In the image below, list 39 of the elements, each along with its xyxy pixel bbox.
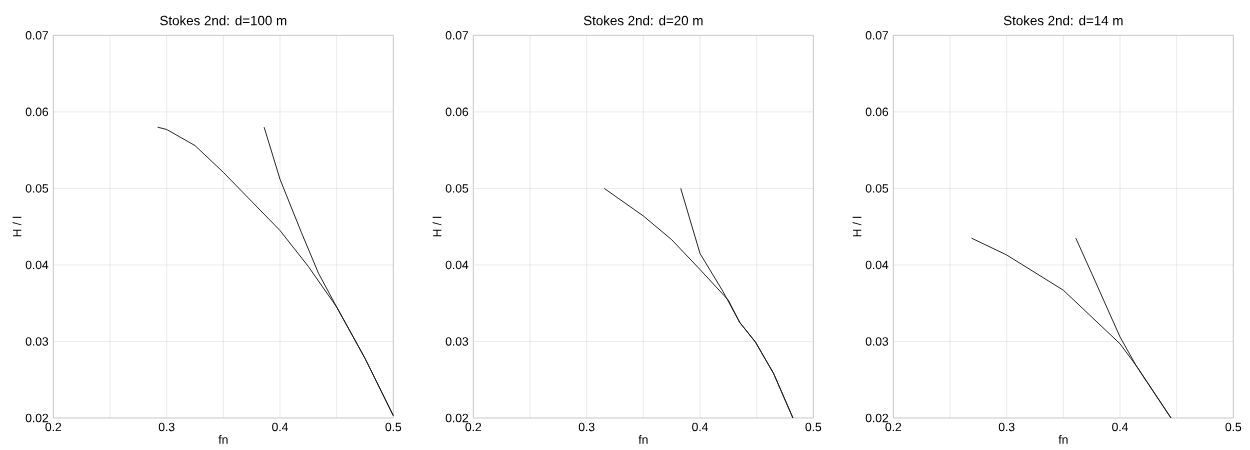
y-tick-label: 0.02 — [445, 413, 469, 423]
x-axis-title: fn — [1058, 435, 1068, 444]
y-tick-label: 0.05 — [25, 184, 49, 193]
x-tick-label: 0.2 — [885, 422, 902, 432]
x-tick-label: 0.3 — [158, 422, 175, 432]
x-tick-label: 0.3 — [998, 422, 1015, 432]
y-tick-label: 0.07 — [445, 31, 469, 40]
y-tick-label: 0.07 — [865, 31, 889, 40]
x-axis-title: fn — [638, 435, 648, 444]
y-tick-label: 0.05 — [865, 184, 889, 193]
chart-title: Stokes 2nd: d=100 m — [160, 15, 287, 26]
x-tick-label: 0.4 — [1112, 422, 1128, 432]
y-tick-label: 0.04 — [25, 260, 49, 270]
y-tick-label: 0.06 — [445, 107, 469, 117]
x-tick-label: 0.3 — [578, 422, 595, 432]
y-tick-label: 0.04 — [445, 260, 469, 270]
x-tick-label: 0.2 — [45, 422, 62, 432]
x-tick-label: 0.5 — [1225, 422, 1242, 432]
x-tick-label: 0.5 — [805, 422, 822, 432]
y-tick-label: 0.05 — [445, 184, 469, 193]
chart-title: Stokes 2nd: d=20 m — [583, 15, 703, 26]
y-tick-label: 0.03 — [865, 337, 889, 346]
y-tick-label: 0.03 — [445, 337, 469, 346]
chart-title: Stokes 2nd: d=14 m — [1003, 15, 1123, 26]
y-tick-label: 0.04 — [865, 260, 889, 270]
y-axis-title: H / l — [12, 216, 22, 237]
x-tick-label: 0.4 — [692, 422, 708, 432]
x-axis-title: fn — [218, 435, 228, 444]
y-tick-label: 0.07 — [25, 31, 49, 40]
x-tick-label: 0.5 — [385, 422, 402, 432]
y-tick-label: 0.06 — [25, 107, 49, 117]
y-tick-label: 0.03 — [25, 337, 49, 346]
y-tick-label: 0.02 — [865, 413, 889, 423]
y-tick-label: 0.06 — [865, 107, 889, 117]
y-axis-title: H / l — [852, 216, 862, 237]
y-axis-title: H / l — [432, 216, 442, 237]
x-tick-label: 0.4 — [272, 422, 288, 432]
y-tick-label: 0.02 — [25, 413, 49, 423]
x-tick-label: 0.2 — [465, 422, 482, 432]
